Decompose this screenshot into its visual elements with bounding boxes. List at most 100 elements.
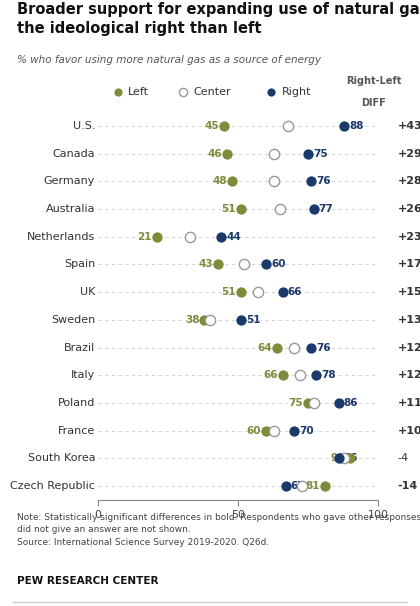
Text: 38: 38 [185, 315, 200, 325]
Text: +17: +17 [398, 259, 420, 270]
Text: DIFF: DIFF [362, 98, 386, 107]
Point [299, 481, 306, 491]
Text: Sweden: Sweden [51, 315, 95, 325]
Text: Right: Right [281, 87, 311, 96]
Point [304, 398, 311, 408]
Text: Italy: Italy [71, 370, 95, 381]
Text: 46: 46 [207, 148, 222, 159]
Text: 64: 64 [257, 342, 272, 353]
Point [254, 287, 261, 297]
Text: 88: 88 [349, 121, 364, 131]
Text: 51: 51 [221, 204, 236, 214]
Text: 51: 51 [246, 315, 260, 325]
Text: 44: 44 [226, 231, 241, 242]
Point [215, 259, 222, 269]
Text: 75: 75 [289, 398, 303, 408]
Text: 66: 66 [288, 287, 302, 297]
Text: +28: +28 [398, 176, 420, 187]
Point [341, 453, 348, 463]
Text: +12: +12 [398, 342, 420, 353]
Text: 77: 77 [319, 204, 333, 214]
Point [237, 204, 244, 214]
Point [220, 121, 227, 131]
Text: % who favor using more natural gas as a source of energy: % who favor using more natural gas as a … [17, 55, 321, 65]
Point [229, 176, 236, 186]
Point [307, 343, 314, 353]
Point [279, 370, 286, 380]
Point [279, 287, 286, 297]
Text: -14: -14 [398, 481, 418, 491]
Point [277, 204, 284, 214]
Point [262, 426, 269, 436]
Text: U.S.: U.S. [73, 121, 95, 131]
Text: Right-Left: Right-Left [346, 76, 402, 85]
Text: UK: UK [80, 287, 95, 297]
Text: Spain: Spain [64, 259, 95, 270]
Point [271, 176, 278, 186]
Point [307, 176, 314, 186]
Text: 43: 43 [199, 259, 213, 270]
Point [223, 149, 230, 159]
Text: 48: 48 [213, 176, 227, 187]
Text: 21: 21 [137, 231, 152, 242]
Text: 60: 60 [271, 259, 286, 270]
Point [201, 315, 208, 325]
Text: Center: Center [193, 87, 231, 96]
Text: +15: +15 [398, 287, 420, 297]
Text: 81: 81 [305, 481, 320, 491]
Text: Note: Statistically significant differences in bold. Respondents who gave other : Note: Statistically significant differen… [17, 513, 420, 547]
Text: 75: 75 [313, 148, 328, 159]
Point [313, 370, 320, 380]
Point [237, 315, 244, 325]
Text: 70: 70 [299, 425, 314, 436]
Text: Netherlands: Netherlands [27, 231, 95, 242]
Text: France: France [58, 425, 95, 436]
Text: Broader support for expanding use of natural gas on
the ideological right than l: Broader support for expanding use of nat… [17, 2, 420, 36]
Point [336, 453, 342, 463]
Text: 67: 67 [291, 481, 305, 491]
Text: 86: 86 [344, 453, 358, 464]
Text: Germany: Germany [44, 176, 95, 187]
Text: Brazil: Brazil [64, 342, 95, 353]
Point [291, 426, 297, 436]
Text: +12: +12 [398, 370, 420, 381]
Point [291, 343, 297, 353]
Point [296, 370, 303, 380]
Point [207, 315, 213, 325]
Text: +26: +26 [398, 204, 420, 214]
Text: 78: 78 [321, 370, 336, 381]
Point [268, 87, 274, 96]
Point [237, 287, 244, 297]
Point [346, 453, 353, 463]
Point [262, 259, 269, 269]
Point [179, 87, 186, 96]
Point [341, 121, 348, 131]
Text: 60: 60 [247, 425, 261, 436]
Point [271, 149, 278, 159]
Text: PEW RESEARCH CENTER: PEW RESEARCH CENTER [17, 576, 158, 587]
Point [218, 232, 225, 242]
Text: +11: +11 [398, 398, 420, 408]
Text: +29: +29 [398, 148, 420, 159]
Point [274, 343, 281, 353]
Text: -4: -4 [398, 453, 409, 464]
Text: South Korea: South Korea [28, 453, 95, 464]
Text: Canada: Canada [52, 148, 95, 159]
Point [285, 121, 292, 131]
Text: +43: +43 [398, 121, 420, 131]
Point [310, 398, 317, 408]
Point [321, 481, 328, 491]
Point [282, 481, 289, 491]
Text: 76: 76 [316, 342, 331, 353]
Point [114, 87, 121, 96]
Point [187, 232, 194, 242]
Point [271, 426, 278, 436]
Text: 45: 45 [205, 121, 219, 131]
Point [153, 232, 160, 242]
Point [336, 398, 342, 408]
Text: +10: +10 [398, 425, 420, 436]
Text: Left: Left [128, 87, 149, 96]
Text: 90: 90 [331, 453, 345, 464]
Text: 76: 76 [316, 176, 331, 187]
Text: Australia: Australia [46, 204, 95, 214]
